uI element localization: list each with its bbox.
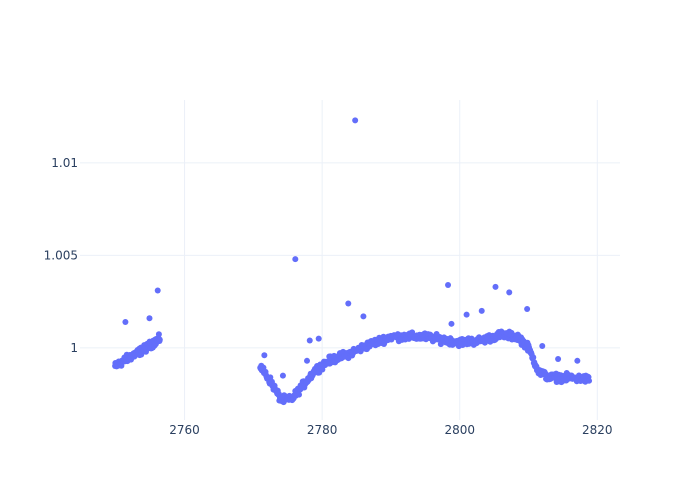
- data-point-outlier[interactable]: [154, 287, 161, 294]
- data-point-outlier[interactable]: [555, 355, 562, 362]
- axis-labels: 2760 2780 2800 2820 1 1.005 1.01: [44, 156, 613, 437]
- data-point-outlier[interactable]: [492, 283, 499, 290]
- x-tick-label: 2780: [307, 423, 338, 437]
- data-point-outlier[interactable]: [315, 335, 322, 342]
- data-point[interactable]: [155, 331, 162, 338]
- data-point-outlier[interactable]: [506, 289, 513, 296]
- data-point-outlier[interactable]: [352, 117, 359, 124]
- data-point-outlier[interactable]: [279, 372, 286, 379]
- data-point-outlier[interactable]: [463, 311, 470, 318]
- data-point-outlier[interactable]: [292, 256, 299, 263]
- data-point-outlier[interactable]: [261, 352, 268, 359]
- data-point-outlier[interactable]: [345, 300, 352, 307]
- data-point-outlier[interactable]: [448, 320, 455, 327]
- data-point-outlier[interactable]: [574, 357, 581, 364]
- data-point-outlier[interactable]: [445, 281, 452, 288]
- data-point-outlier[interactable]: [360, 313, 367, 320]
- data-point-outlier[interactable]: [146, 315, 153, 322]
- data-point[interactable]: [156, 336, 163, 343]
- data-point[interactable]: [296, 391, 303, 398]
- points-layer[interactable]: [112, 117, 593, 406]
- data-point[interactable]: [586, 377, 593, 384]
- data-point[interactable]: [530, 354, 537, 361]
- y-tick-label: 1: [70, 341, 78, 355]
- y-tick-label: 1.01: [51, 156, 78, 170]
- data-point-outlier[interactable]: [122, 318, 129, 325]
- data-point-outlier[interactable]: [524, 306, 531, 313]
- x-tick-label: 2760: [169, 423, 200, 437]
- x-tick-label: 2800: [444, 423, 475, 437]
- grid-layer: [80, 100, 620, 420]
- y-tick-label: 1.005: [44, 248, 78, 262]
- x-tick-label: 2820: [582, 423, 613, 437]
- data-point-outlier[interactable]: [306, 337, 313, 344]
- data-point-outlier[interactable]: [539, 343, 546, 350]
- data-point-outlier[interactable]: [478, 307, 485, 314]
- data-point-outlier[interactable]: [304, 357, 311, 364]
